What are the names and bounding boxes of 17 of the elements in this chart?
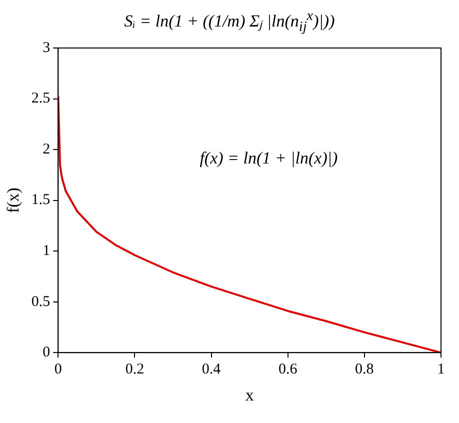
y-tick-label: 0.5 bbox=[31, 294, 50, 310]
y-tick-label: 1 bbox=[42, 243, 50, 260]
x-tick-label: 0 bbox=[54, 362, 62, 378]
x-tick-label: 0.6 bbox=[278, 362, 298, 378]
x-tick-label: 0.4 bbox=[202, 362, 222, 378]
x-axis-title: x bbox=[245, 385, 254, 404]
y-axis-title: f(x) bbox=[4, 188, 23, 214]
annotation: f(x) = ln(1 + |ln(x)|) bbox=[200, 148, 338, 168]
y-tick-label: 3 bbox=[42, 40, 50, 56]
y-tick-label: 2.5 bbox=[31, 90, 50, 107]
x-tick-label: 0.8 bbox=[355, 362, 374, 378]
x-tick-label: 1 bbox=[437, 362, 445, 378]
chart-title: Sᵢ = ln(1 + ((1/m) Σⱼ |ln(n$_{ij}$$^{x}$)|)) bbox=[123, 7, 336, 36]
y-tick-label: 0 bbox=[42, 344, 50, 361]
y-tick-label: 2 bbox=[42, 141, 50, 158]
y-tick-label: 1.5 bbox=[31, 192, 50, 208]
x-tick-label: 0.2 bbox=[125, 362, 144, 378]
